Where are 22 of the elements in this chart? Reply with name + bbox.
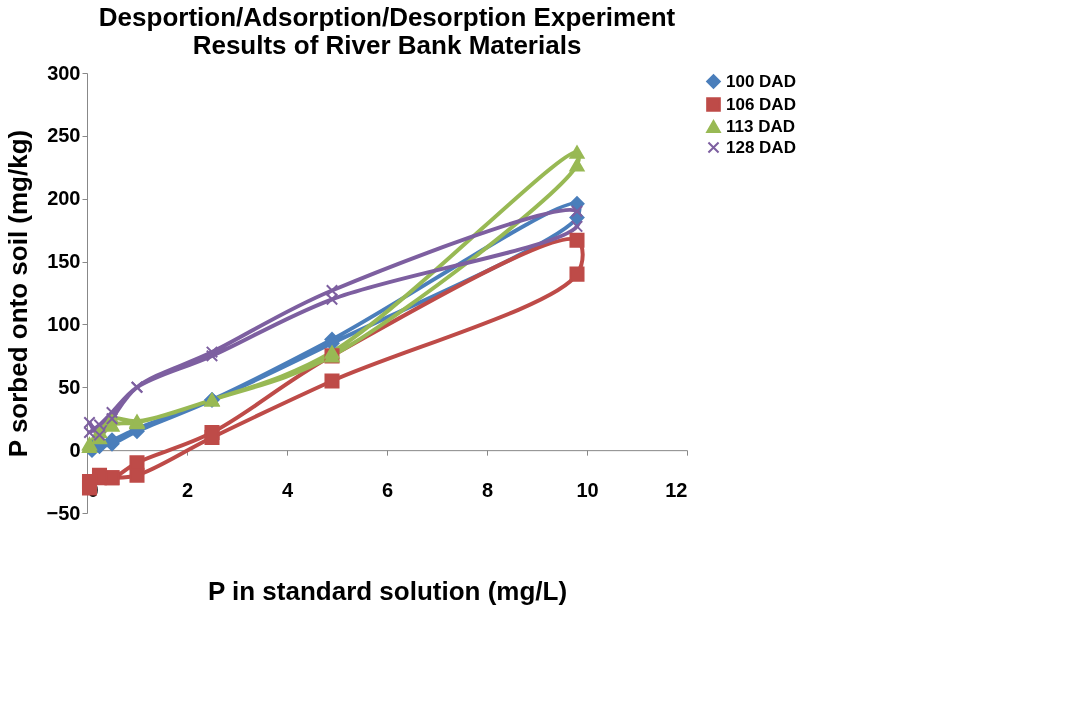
x-tick-label: 12: [665, 478, 688, 501]
y-tick-label: 100: [47, 312, 81, 335]
x-tick-label: 6: [381, 478, 394, 501]
x-tick-label: 2: [181, 478, 194, 501]
legend-label: 106 DAD: [726, 94, 796, 114]
y-tick-label: 150: [47, 250, 81, 273]
legend-label: 113 DAD: [726, 116, 795, 136]
legend-label: 128 DAD: [726, 137, 796, 157]
legend-label: 100 DAD: [726, 71, 796, 91]
y-tick-label: 250: [47, 124, 81, 147]
x-tick-label: 10: [576, 478, 599, 501]
y-tick-label: −50: [46, 501, 81, 524]
x-axis-title: P in standard solution (mg/L): [207, 575, 568, 606]
y-tick-label: 50: [58, 375, 81, 398]
y-axis-title: P sorbed onto soil (mg/kg): [2, 129, 33, 458]
text: Results of River Bank Materials: [192, 30, 582, 60]
y-tick-label: 200: [47, 187, 81, 210]
y-tick-label: 300: [47, 61, 81, 84]
x-tick-label: 8: [481, 478, 494, 501]
y-tick-label: 0: [69, 438, 81, 461]
text: Desportion/Adsorption/Desorption Experiment: [98, 2, 676, 32]
x-tick-label: 4: [281, 478, 294, 501]
